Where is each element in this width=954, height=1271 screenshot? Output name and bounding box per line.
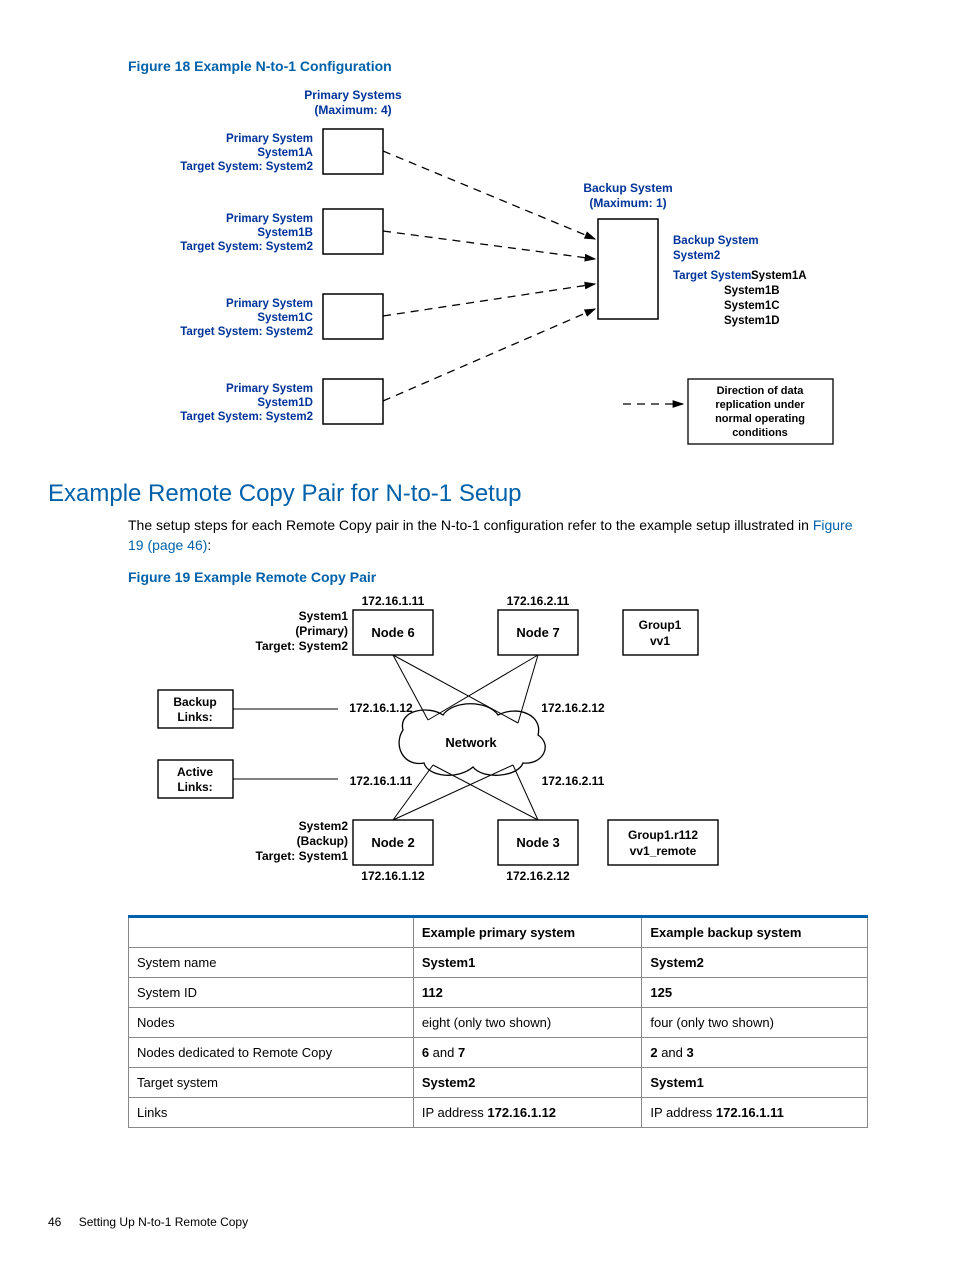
table-row: Nodes dedicated to Remote Copy 6 and 7 2… [129, 1038, 868, 1068]
svg-text:172.16.2.12: 172.16.2.12 [541, 701, 605, 715]
intro-paragraph: The setup steps for each Remote Copy pai… [128, 516, 864, 555]
svg-text:Target: System1: Target: System1 [256, 849, 349, 863]
svg-text:Backup System: Backup System [673, 235, 759, 247]
svg-text:172.16.2.12: 172.16.2.12 [506, 869, 570, 883]
table-row: System name System1 System2 [129, 948, 868, 978]
table-row: Nodes eight (only two shown) four (only … [129, 1008, 868, 1038]
svg-text:Links:: Links: [177, 710, 212, 724]
th-backup: Example backup system [642, 917, 868, 948]
svg-text:Primary System: Primary System [226, 133, 313, 145]
svg-text:Links:: Links: [177, 780, 212, 794]
svg-text:172.16.2.11: 172.16.2.11 [542, 774, 605, 788]
svg-text:172.16.1.11: 172.16.1.11 [350, 774, 413, 788]
svg-text:172.16.1.12: 172.16.1.12 [349, 701, 413, 715]
svg-text:Target System: System2: Target System: System2 [180, 411, 313, 423]
table-row: Links IP address 172.16.1.12 IP address … [129, 1098, 868, 1128]
svg-text:Target System: System2: Target System: System2 [180, 241, 313, 253]
svg-text:System1D: System1D [257, 397, 313, 409]
svg-text:Primary Systems: Primary Systems [304, 88, 402, 102]
table-row: Target system System2 System1 [129, 1068, 868, 1098]
config-table: Example primary system Example backup sy… [128, 915, 868, 1128]
svg-text:(Primary): (Primary) [295, 624, 348, 638]
svg-text:Target System: System2: Target System: System2 [180, 326, 313, 338]
section-heading: Example Remote Copy Pair for N-to-1 Setu… [48, 480, 864, 508]
svg-text:Node 6: Node 6 [371, 625, 414, 640]
svg-text:System1A: System1A [257, 147, 313, 159]
svg-text:conditions: conditions [732, 427, 788, 439]
svg-text:Target: System2: Target: System2 [256, 639, 349, 653]
svg-text:normal operating: normal operating [715, 413, 805, 425]
svg-text:172.16.1.11: 172.16.1.11 [362, 595, 425, 608]
svg-text:Node 2: Node 2 [371, 835, 414, 850]
svg-text:Primary System: Primary System [226, 298, 313, 310]
svg-text:replication under: replication under [715, 399, 805, 411]
svg-text:Active: Active [177, 765, 213, 779]
intro-text-a: The setup steps for each Remote Copy pai… [128, 517, 813, 533]
page-footer: 46 Setting Up N-to-1 Remote Copy [48, 1215, 248, 1229]
svg-text:Group1: Group1 [639, 618, 682, 632]
svg-text:vv1_remote: vv1_remote [630, 844, 697, 858]
svg-text:System1C: System1C [257, 312, 313, 324]
svg-text:Primary System: Primary System [226, 213, 313, 225]
svg-text:System1: System1 [299, 609, 349, 623]
svg-text:vv1: vv1 [650, 634, 670, 648]
svg-text:Network: Network [445, 735, 497, 750]
th-blank [129, 917, 414, 948]
svg-text:Primary System: Primary System [226, 383, 313, 395]
figure19-caption: Figure 19 Example Remote Copy Pair [128, 569, 864, 585]
svg-text:172.16.1.12: 172.16.1.12 [361, 869, 425, 883]
figure18-caption: Figure 18 Example N-to-1 Configuration [128, 58, 864, 74]
svg-text:172.16.2.11: 172.16.2.11 [507, 595, 570, 608]
svg-text:Group1.r112: Group1.r112 [628, 828, 698, 842]
th-primary: Example primary system [413, 917, 642, 948]
svg-text:Direction of data: Direction of data [717, 385, 805, 397]
svg-text:System1A: System1A [751, 270, 807, 282]
intro-text-b: : [207, 537, 211, 553]
figure18-diagram: Primary Systems (Maximum: 4) Backup Syst… [128, 84, 864, 464]
svg-text:System1C: System1C [724, 300, 780, 312]
svg-text:Backup: Backup [173, 695, 216, 709]
footer-title: Setting Up N-to-1 Remote Copy [79, 1215, 248, 1229]
svg-text:Backup System: Backup System [583, 181, 672, 195]
svg-text:Node 7: Node 7 [516, 625, 559, 640]
page-number: 46 [48, 1215, 61, 1229]
svg-text:System2: System2 [299, 819, 349, 833]
svg-text:(Backup): (Backup) [297, 834, 348, 848]
svg-text:System2: System2 [673, 250, 720, 262]
svg-text:Node 3: Node 3 [516, 835, 559, 850]
svg-text:Target System: System2: Target System: System2 [180, 161, 313, 173]
svg-text:Target System:: Target System: [673, 270, 755, 282]
svg-text:(Maximum: 1): (Maximum: 1) [589, 196, 666, 210]
svg-text:System1B: System1B [257, 227, 313, 239]
figure19-diagram: System1 (Primary) Target: System2 172.16… [128, 595, 864, 895]
svg-text:System1D: System1D [724, 315, 780, 327]
svg-text:(Maximum: 4): (Maximum: 4) [314, 103, 391, 117]
table-row: System ID 112 125 [129, 978, 868, 1008]
svg-text:System1B: System1B [724, 285, 780, 297]
